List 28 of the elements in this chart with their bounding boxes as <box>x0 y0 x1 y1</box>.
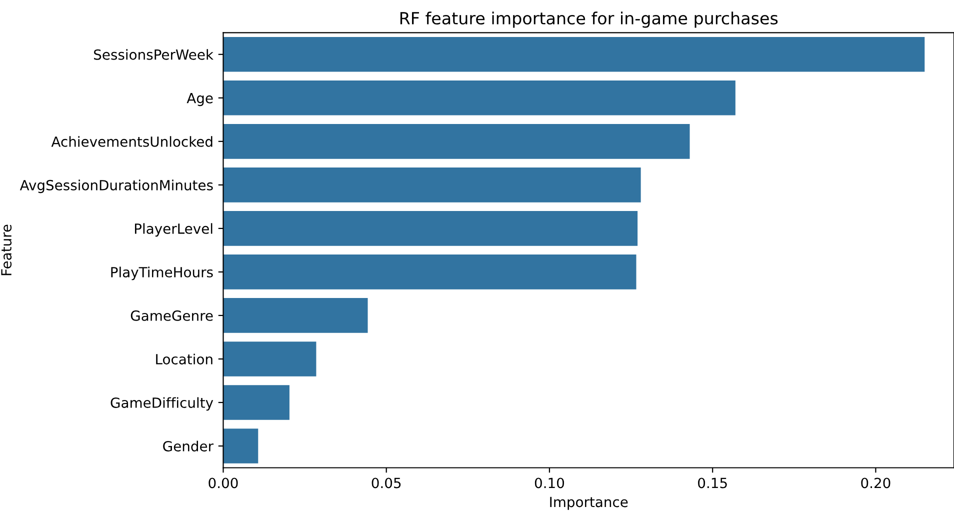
bar <box>223 385 290 420</box>
x-tick-label: 0.20 <box>861 478 890 488</box>
bar <box>223 36 925 72</box>
x-tick-label: 0.05 <box>372 478 401 488</box>
x-tick-label: 0.00 <box>208 478 238 488</box>
y-tick-label: Age <box>186 93 213 106</box>
y-tick-label: AchievementsUnlocked <box>51 136 212 147</box>
bar <box>223 254 636 290</box>
y-tick-label: AvgSessionDurationMinutes <box>20 180 213 194</box>
x-axis-title: Importance <box>550 496 628 510</box>
chart-title: RF feature importance for in-game purchases <box>400 12 778 28</box>
y-tick-label: Gender <box>163 440 214 452</box>
y-tick-label: PlayerLevel <box>134 223 212 237</box>
bar <box>223 342 316 376</box>
bar <box>223 80 736 116</box>
y-tick-label: Location <box>156 354 212 364</box>
y-tick-label: GameGenre <box>130 310 213 321</box>
x-tick-label: 0.10 <box>534 478 564 488</box>
x-tick-label: 0.15 <box>698 478 727 488</box>
bar <box>223 211 638 246</box>
bar <box>223 124 690 159</box>
y-tick-label: GameDifficulty <box>110 397 214 411</box>
y-tick-label: PlayTimeHours <box>111 266 213 280</box>
bar <box>223 168 641 202</box>
y-tick-label: SessionsPerWeek <box>94 49 214 60</box>
bar <box>223 298 368 333</box>
bar <box>223 428 258 464</box>
y-axis-title: Feature <box>1 224 12 276</box>
